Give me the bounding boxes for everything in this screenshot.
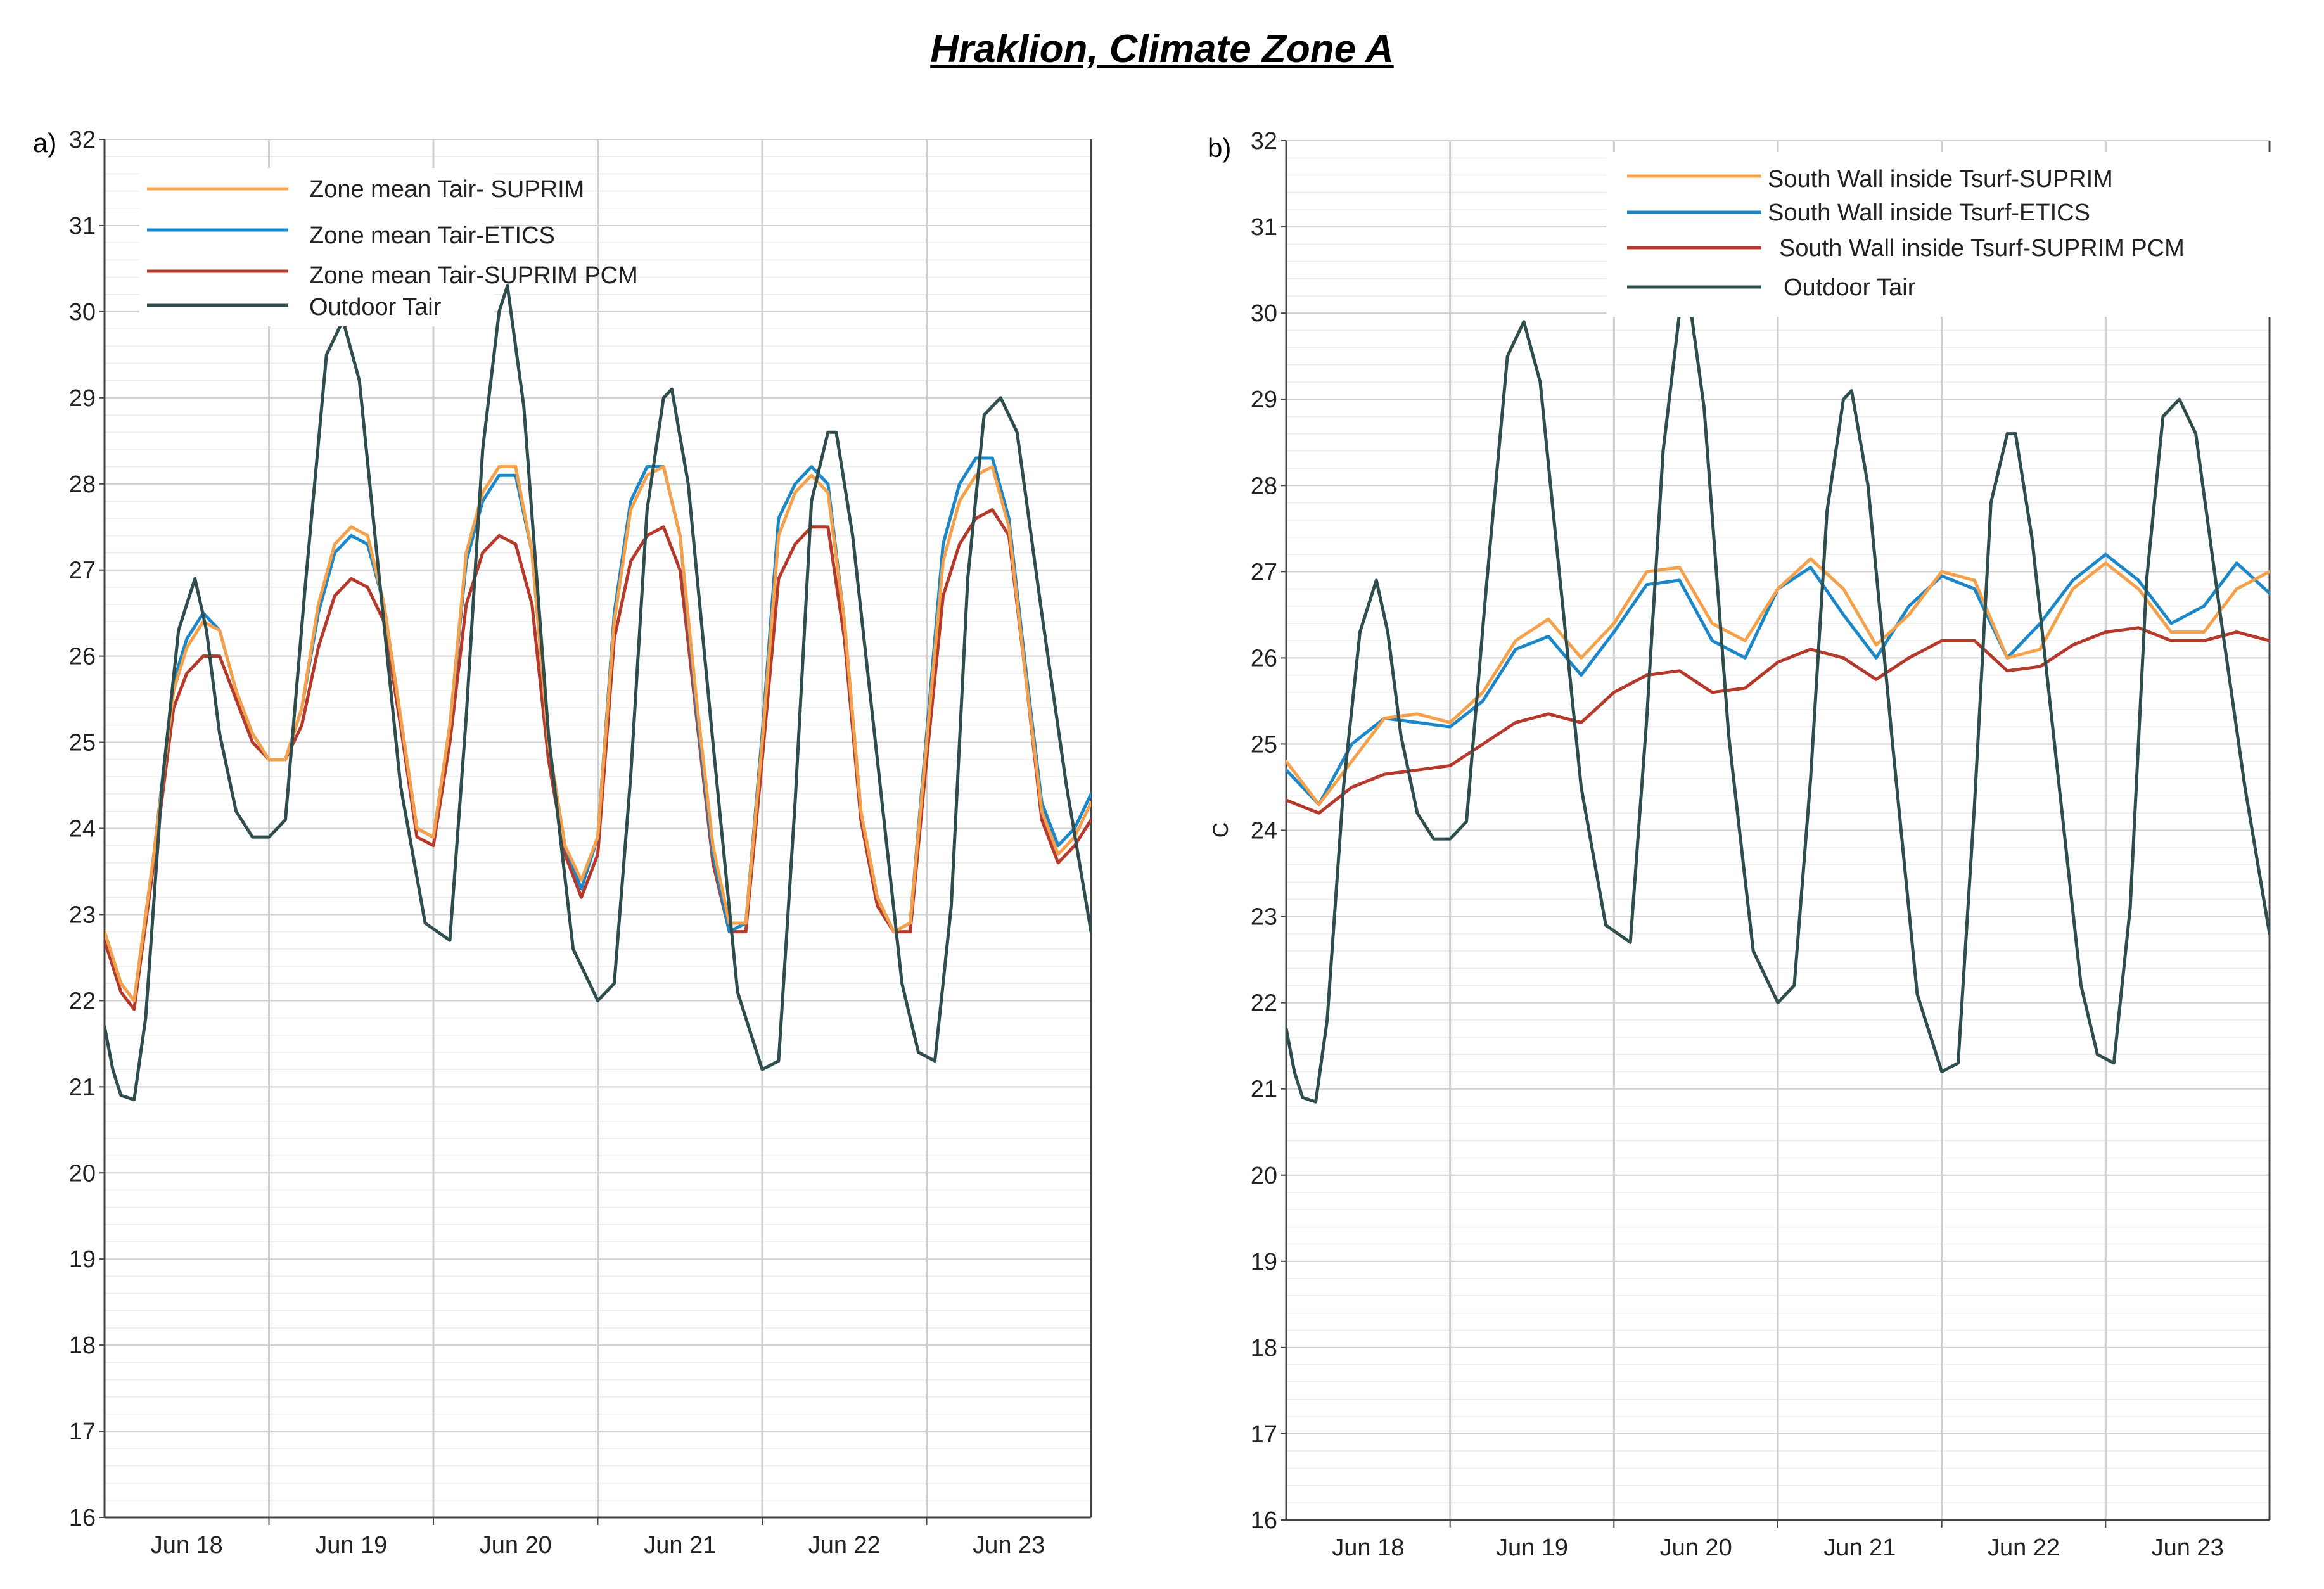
- y-tick-label: 18: [1251, 1335, 1277, 1362]
- y-tick-label: 23: [1251, 904, 1277, 931]
- page-title: Hraklion, Climate Zone A: [930, 27, 1394, 71]
- x-tick-label: Jun 19: [1496, 1535, 1568, 1561]
- y-tick-label: 17: [69, 1419, 96, 1445]
- legend-entry: Zone mean Tair- SUPRIM: [309, 176, 584, 203]
- x-tick-label: Jun 20: [480, 1532, 552, 1559]
- y-tick-label: 23: [69, 902, 96, 928]
- y-tick-label: 30: [1251, 300, 1277, 327]
- grid: [1286, 140, 2270, 1521]
- y-tick-label: 16: [69, 1505, 96, 1531]
- chart-panel-b: 16 17 18 19 20 21 22 23 24 25 26 27 28 29 30 31 32 Jun 18…: [1208, 128, 2290, 1561]
- y-tick-label: 31: [69, 213, 96, 239]
- y-tick-label: 21: [1251, 1076, 1277, 1103]
- panel-label: b): [1208, 133, 1231, 163]
- y-tick-label: 31: [1251, 214, 1277, 241]
- y-tick-label: 25: [69, 730, 96, 756]
- legend-entry: Outdoor Tair: [309, 294, 442, 321]
- x-tick-label: Jun 18: [151, 1532, 223, 1559]
- x-tick-label: Jun 23: [973, 1532, 1045, 1559]
- y-tick-label: 20: [69, 1160, 96, 1187]
- grid: [105, 139, 1091, 1518]
- y-tick-label: 26: [1251, 645, 1277, 672]
- y-tick-label: 27: [1251, 559, 1277, 585]
- y-tick-label: 22: [1251, 990, 1277, 1017]
- y-tick-label: 18: [69, 1332, 96, 1359]
- y-tick-label: 29: [1251, 386, 1277, 413]
- y-tick-label: 21: [69, 1074, 96, 1101]
- legend-entry: South Wall inside Tsurf-SUPRIM: [1768, 166, 2113, 193]
- y-tick-label: 28: [69, 471, 96, 498]
- panel-label: a): [33, 128, 56, 158]
- y-axis-label: C: [1209, 822, 1233, 838]
- x-tick-label: Jun 22: [1988, 1535, 2060, 1561]
- legend: South Wall inside Tsurf-SUPRIM South Wall…: [1606, 152, 2290, 317]
- y-tick-label: 28: [1251, 473, 1277, 499]
- series-line-red: [1286, 626, 2270, 815]
- x-tick-label: Jun 21: [1823, 1535, 1896, 1561]
- y-tick-label: 19: [69, 1246, 96, 1273]
- y-tick-label: 24: [1251, 818, 1277, 845]
- series-line-dark: [1286, 285, 2270, 1104]
- y-tick-label: 32: [1251, 128, 1277, 155]
- x-tick-label: Jun 19: [315, 1532, 387, 1559]
- y-tick-label: 19: [1251, 1249, 1277, 1275]
- series-line-dark: [105, 284, 1091, 1102]
- series-line-orange: [105, 465, 1091, 1002]
- y-tick-label: 32: [69, 127, 96, 153]
- y-tick-label: 17: [1251, 1421, 1277, 1448]
- legend-entry: Outdoor Tair: [1784, 274, 1916, 301]
- y-tick-label: 27: [69, 558, 96, 584]
- legend-entry: Zone mean Tair-ETICS: [309, 222, 555, 249]
- legend-entry: South Wall inside Tsurf-SUPRIM PCM: [1779, 235, 2185, 262]
- x-tick-label: Jun 23: [2152, 1535, 2224, 1561]
- y-tick-label: 30: [69, 299, 96, 326]
- y-tick-label: 24: [69, 816, 96, 843]
- legend-box: [1606, 152, 2290, 317]
- series-line-orange: [1286, 557, 2270, 807]
- y-tick-label: 22: [69, 988, 96, 1014]
- legend-entry: South Wall inside Tsurf-ETICS: [1768, 200, 2090, 226]
- y-tick-label: 25: [1251, 731, 1277, 758]
- legend: Zone mean Tair- SUPRIM Zone mean Tair-ETI…: [139, 168, 638, 326]
- y-tick-label: 20: [1251, 1163, 1277, 1189]
- legend-entry: Zone mean Tair-SUPRIM PCM: [309, 262, 638, 289]
- y-tick-label: 26: [69, 644, 96, 670]
- chart-panel-a: 16 17 18 19 20 21 22 23 24 25 26 27 28 29 30 31 32 Jun 18…: [33, 127, 1092, 1559]
- x-tick-label: Jun 21: [644, 1532, 716, 1559]
- legend-box: [139, 168, 494, 326]
- series-group: [105, 284, 1091, 1102]
- y-tick-label: 29: [69, 385, 96, 412]
- x-tick-label: Jun 22: [808, 1532, 881, 1559]
- x-tick-label: Jun 20: [1660, 1535, 1732, 1561]
- series-group: [1286, 285, 2270, 1104]
- y-tick-label: 16: [1251, 1507, 1277, 1534]
- x-tick-label: Jun 18: [1332, 1535, 1404, 1561]
